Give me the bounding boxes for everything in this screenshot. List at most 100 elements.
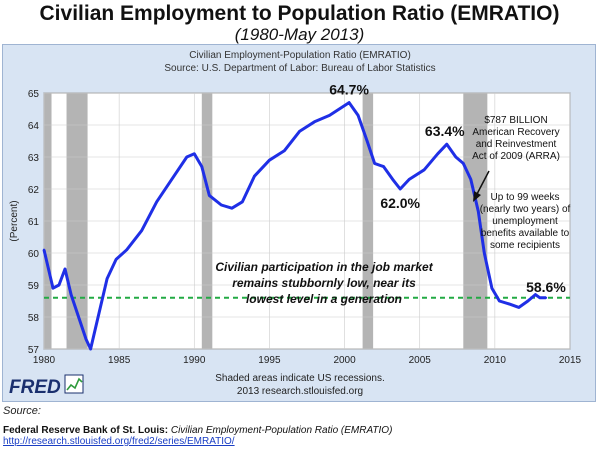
data-point	[220, 203, 223, 207]
arra-annotation-line: Act of 2009 (ARRA)	[472, 151, 560, 162]
x-tick-label: 2010	[484, 355, 507, 366]
fred-credit: 2013 research.stlouisfed.org	[237, 386, 363, 397]
data-point	[477, 210, 480, 213]
y-tick-label: 64	[28, 121, 40, 132]
data-point	[436, 152, 439, 155]
data-point	[185, 155, 188, 159]
data-point	[268, 159, 271, 162]
chart-title: Civilian Employment-Population Ratio (EM…	[189, 50, 411, 61]
data-point	[89, 347, 92, 351]
data-point	[469, 178, 473, 181]
x-tick-label: 1995	[258, 355, 281, 366]
data-point	[241, 200, 244, 203]
data-point	[445, 143, 448, 146]
y-tick-label: 65	[28, 89, 40, 100]
data-point	[382, 165, 385, 168]
data-point	[347, 101, 351, 104]
data-point	[170, 178, 173, 181]
arra-annotation-line: $787 BILLION	[484, 115, 547, 126]
source-org: Federal Reserve Bank of St. Louis:	[3, 425, 169, 436]
data-point	[328, 114, 331, 117]
data-point	[544, 296, 548, 299]
data-point	[208, 194, 211, 197]
page-subtitle: (1980-May 2013)	[234, 25, 365, 44]
source-label: Source:	[3, 405, 41, 417]
data-point	[57, 283, 61, 287]
data-point	[125, 248, 128, 251]
data-point	[51, 287, 55, 290]
data-point	[407, 178, 411, 181]
data-point	[230, 207, 234, 210]
data-point	[356, 114, 360, 117]
unemployment-annotation-line: some recipients	[490, 240, 560, 251]
source-series-title: Civilian Employment-Population Ratio (EM…	[170, 425, 393, 436]
data-point	[114, 258, 118, 261]
data-point	[140, 229, 143, 232]
x-tick-label: 2015	[559, 355, 582, 366]
arra-annotation-line: American Recovery	[472, 127, 559, 138]
y-tick-label: 61	[28, 217, 40, 228]
data-point	[462, 162, 465, 165]
data-point	[155, 200, 158, 203]
source-link[interactable]: http://research.stlouisfed.org/fred2/ser…	[3, 436, 235, 447]
chart-frame: Civilian Employment-Population Ratio (EM…	[2, 44, 596, 402]
data-point	[77, 315, 80, 319]
data-point	[490, 287, 494, 290]
x-tick-label: 2005	[409, 355, 432, 366]
fred-logo: FRED	[9, 377, 61, 398]
data-point	[69, 293, 73, 296]
y-axis-label: (Percent)	[9, 200, 20, 241]
x-tick-label: 1990	[183, 355, 206, 366]
data-point	[526, 299, 530, 303]
data-point	[96, 315, 100, 319]
data-point	[313, 120, 316, 124]
data-point	[253, 175, 256, 178]
data-point	[105, 277, 109, 280]
recession-note: Shaded areas indicate US recessions.	[215, 373, 385, 384]
data-point	[200, 165, 203, 168]
data-point	[193, 152, 196, 155]
data-point	[517, 306, 521, 309]
participation-annotation-line: remains stubbornly low, near its	[232, 276, 416, 290]
unemployment-annotation-line: Up to 99 weeks	[491, 192, 560, 203]
data-point	[298, 130, 301, 133]
arra-arrow-shaft	[476, 170, 490, 195]
unemployment-annotation-line: unemployment	[492, 216, 558, 227]
data-point	[423, 168, 426, 171]
data-point	[538, 296, 542, 299]
annotation-peak-2006: 63.4%	[425, 123, 465, 139]
annotation-current: 58.6%	[526, 279, 566, 295]
arra-arrow-head	[473, 191, 481, 202]
x-tick-label: 1980	[33, 355, 56, 366]
data-point	[283, 149, 286, 152]
chart-subtitle: Source: U.S. Department of Labor: Bureau…	[164, 63, 435, 74]
data-point	[84, 338, 88, 341]
y-tick-label: 57	[28, 345, 40, 356]
data-point	[47, 267, 50, 271]
fred-logo-trend-icon	[66, 377, 83, 391]
page-title: Civilian Employment to Population Ratio …	[39, 2, 560, 25]
emratio-chart: Civilian Employment-Population Ratio (EM…	[9, 50, 582, 398]
participation-annotation-line: lowest level in a generation	[246, 292, 402, 306]
data-point	[365, 139, 369, 143]
participation-annotation-line: Civilian participation in the job market	[215, 260, 433, 274]
source-citation: Federal Reserve Bank of St. Louis: Civil…	[3, 425, 392, 436]
data-point	[534, 293, 537, 296]
data-point	[508, 303, 512, 306]
arra-annotation-line: and Reinvestment	[476, 139, 557, 150]
y-tick-label: 59	[28, 281, 40, 292]
data-point	[391, 178, 394, 181]
data-point	[454, 155, 457, 159]
data-point	[42, 248, 46, 251]
data-point	[483, 251, 486, 255]
x-tick-label: 1985	[108, 355, 131, 366]
y-tick-label: 58	[28, 313, 40, 324]
y-tick-label: 63	[28, 153, 40, 164]
data-point	[373, 162, 376, 165]
x-tick-label: 2000	[333, 355, 356, 366]
unemployment-annotation-line: (nearly two years) of	[480, 204, 571, 215]
annotation-peak-2000: 64.7%	[329, 82, 369, 98]
data-point	[398, 187, 402, 191]
data-point	[63, 267, 67, 271]
annotation-trough-2003: 62.0%	[380, 195, 420, 211]
